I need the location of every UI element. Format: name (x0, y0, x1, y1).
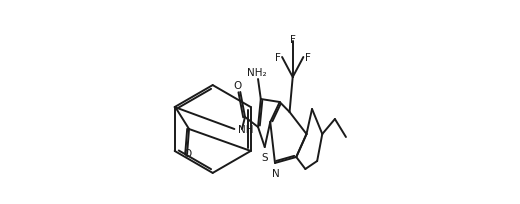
Text: N: N (271, 168, 279, 178)
Text: F: F (305, 53, 311, 63)
Text: S: S (262, 152, 268, 162)
Text: F: F (275, 53, 280, 63)
Text: F: F (290, 35, 296, 45)
Text: O: O (233, 81, 242, 91)
Text: NH₂: NH₂ (247, 67, 267, 77)
Text: O: O (183, 148, 191, 158)
Text: NH: NH (238, 124, 254, 134)
